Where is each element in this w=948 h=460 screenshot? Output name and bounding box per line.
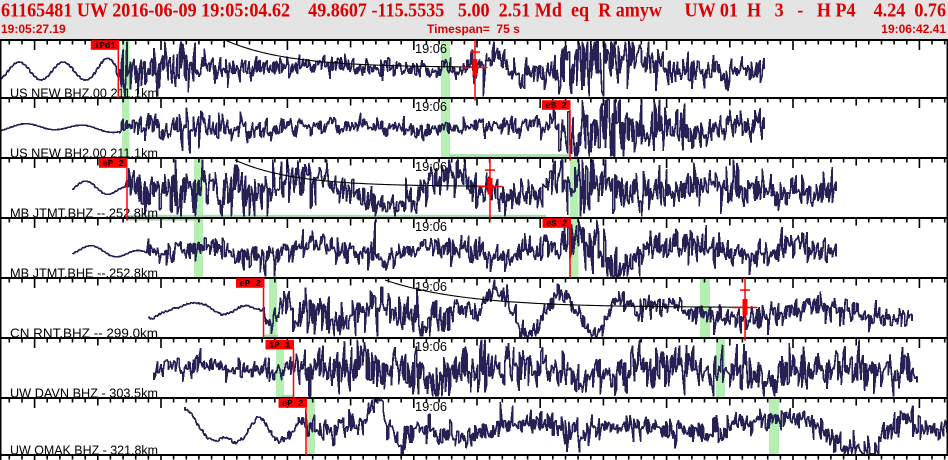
- svg-text:19:06:42.41: 19:06:42.41: [881, 22, 946, 36]
- svg-text:MB JTMT,BHZ --,252.8km: MB JTMT,BHZ --,252.8km: [10, 207, 158, 221]
- svg-text:US NEW BH2,00 211.1km: US NEW BH2,00 211.1km: [10, 147, 158, 161]
- svg-text:eS 2: eS 2: [546, 219, 568, 229]
- svg-text:UW OMAK BHZ - 321.8km: UW OMAK BHZ - 321.8km: [10, 444, 158, 458]
- svg-text:US NEW BHZ,00 211.1km: US NEW BHZ,00 211.1km: [10, 87, 158, 101]
- svg-text:eP 2: eP 2: [102, 159, 124, 169]
- svg-text:19:06: 19:06: [415, 42, 447, 56]
- svg-text:19:06: 19:06: [415, 340, 447, 354]
- svg-text:UW DAVN BHZ - 303.5km: UW DAVN BHZ - 303.5km: [10, 387, 158, 401]
- svg-text:Timespan= 75 s: Timespan= 75 s: [427, 22, 520, 36]
- svg-text:iPd1: iPd1: [94, 41, 116, 51]
- svg-text:19:06: 19:06: [415, 280, 447, 294]
- svg-text:19:06: 19:06: [415, 160, 447, 174]
- svg-text:eP 2: eP 2: [282, 399, 304, 409]
- svg-text:CN RNT,BHZ -- 299.0km: CN RNT,BHZ -- 299.0km: [10, 327, 158, 341]
- svg-text:19:06: 19:06: [415, 400, 447, 414]
- svg-text:MB JTMT,BHE --,252.8km: MB JTMT,BHE --,252.8km: [10, 267, 158, 281]
- svg-text:eS 2: eS 2: [545, 101, 567, 111]
- svg-text:iP 1: iP 1: [269, 341, 291, 351]
- svg-text:61165481 UW 2016-06-09 19:05:0: 61165481 UW 2016-06-09 19:05:04.62 49.86…: [1, 0, 946, 22]
- svg-text:19:06: 19:06: [415, 220, 447, 234]
- svg-text:19:06: 19:06: [415, 100, 447, 114]
- svg-text:eP 2: eP 2: [239, 279, 261, 289]
- svg-text:19:05:27.19: 19:05:27.19: [1, 22, 66, 36]
